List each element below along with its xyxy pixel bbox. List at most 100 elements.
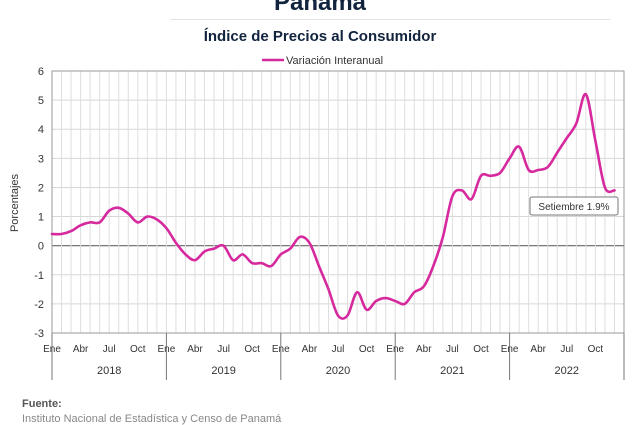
- data-point: [51, 233, 53, 235]
- x-tick-label: Ene: [43, 344, 61, 355]
- y-tick-label: -1: [34, 270, 44, 282]
- data-point: [594, 140, 596, 142]
- x-year-label: 2022: [555, 365, 579, 377]
- data-point: [547, 166, 549, 168]
- x-year-label: 2018: [97, 365, 121, 377]
- data-point: [194, 259, 196, 261]
- series-line-variacion-interanual: [50, 92, 616, 320]
- x-tick-label: Jul: [217, 344, 230, 355]
- data-point: [156, 218, 158, 220]
- x-tick-label: Oct: [359, 344, 375, 355]
- data-point: [604, 186, 606, 188]
- data-point: [575, 122, 577, 124]
- data-point: [299, 236, 301, 238]
- x-tick-label: Abr: [73, 344, 89, 355]
- data-point: [461, 189, 463, 191]
- cpi-line-chart: -3 -2 -1 0 1 2 3 4 5 6 Ene Abr Jul Oct 2018 Ene Abr Jul O…: [9, 55, 625, 380]
- data-point: [327, 288, 329, 290]
- data-point: [337, 314, 339, 316]
- data-point: [137, 221, 139, 223]
- y-tick-label: 4: [38, 124, 44, 136]
- x-tick-label: Oct: [588, 344, 604, 355]
- x-tick-label: Jul: [446, 344, 459, 355]
- y-axis-label: Porcentajes: [9, 173, 21, 232]
- data-point: [165, 227, 167, 229]
- data-point: [480, 175, 482, 177]
- data-point: [537, 169, 539, 171]
- data-point: [89, 221, 91, 223]
- data-point: [528, 169, 530, 171]
- data-point: [556, 151, 558, 153]
- x-tick-label: Ene: [386, 344, 404, 355]
- data-point: [242, 253, 244, 255]
- data-point: [232, 259, 234, 261]
- x-tick-label: Oct: [130, 344, 146, 355]
- source-text: Instituto Nacional de Estadística y Cens…: [22, 413, 282, 425]
- page-title: Panamá: [273, 0, 367, 16]
- data-point: [489, 175, 491, 177]
- x-tick-label: Abr: [302, 344, 318, 355]
- data-point: [413, 291, 415, 293]
- x-tick-label: Oct: [473, 344, 489, 355]
- data-point: [184, 253, 186, 255]
- y-tick-label: 6: [38, 66, 44, 78]
- source-label: Fuente:: [22, 398, 62, 410]
- x-tick-label: Oct: [244, 344, 260, 355]
- data-point: [222, 245, 224, 247]
- data-point: [508, 157, 510, 159]
- data-point: [375, 300, 377, 302]
- data-point: [146, 215, 148, 217]
- x-year-label: 2020: [326, 365, 350, 377]
- data-point: [613, 189, 615, 191]
- data-point: [118, 207, 120, 209]
- data-point: [404, 303, 406, 305]
- x-year-label: 2019: [211, 365, 235, 377]
- data-point: [442, 236, 444, 238]
- data-point: [499, 172, 501, 174]
- annotation-text: Setiembre 1.9%: [538, 202, 609, 213]
- data-point: [318, 265, 320, 267]
- x-tick-label: Jul: [560, 344, 573, 355]
- y-tick-label: -3: [34, 328, 44, 340]
- data-point: [213, 247, 215, 249]
- data-point: [203, 250, 205, 252]
- data-point: [518, 146, 520, 148]
- data-point: [365, 309, 367, 311]
- data-point: [289, 247, 291, 249]
- y-tick-label: 2: [38, 182, 44, 194]
- x-tick-label: Ene: [272, 344, 290, 355]
- x-tick-label: Jul: [103, 344, 116, 355]
- chart-title: Índice de Precios al Consumidor: [203, 28, 437, 45]
- data-point: [70, 230, 72, 232]
- plot-frame: [51, 70, 625, 334]
- annotation-callout: Setiembre 1.9%: [529, 196, 619, 216]
- data-point: [423, 285, 425, 287]
- data-point: [308, 242, 310, 244]
- data-point: [585, 93, 587, 95]
- data-point: [470, 198, 472, 200]
- data-point: [60, 233, 62, 235]
- data-point: [280, 253, 282, 255]
- data-point: [566, 137, 568, 139]
- y-tick-label: 3: [38, 153, 44, 165]
- data-point: [270, 265, 272, 267]
- data-point: [356, 291, 358, 293]
- y-tick-label: 5: [38, 95, 44, 107]
- data-point: [99, 221, 101, 223]
- y-tick-label: -2: [34, 299, 44, 311]
- x-tick-label: Abr: [530, 344, 546, 355]
- x-tick-labels: Ene Abr Jul Oct 2018 Ene Abr Jul Oct 2019 Ene Abr Ju…: [43, 344, 603, 377]
- data-point: [175, 242, 177, 244]
- data-point: [127, 212, 129, 214]
- data-point: [394, 300, 396, 302]
- x-tick-label: Abr: [416, 344, 432, 355]
- data-point: [108, 210, 110, 212]
- data-point: [451, 195, 453, 197]
- y-tick-label: 0: [38, 241, 44, 253]
- data-point: [432, 265, 434, 267]
- annotation-box: [529, 196, 619, 216]
- data-point: [346, 314, 348, 316]
- title-divider: [170, 19, 610, 20]
- data-point: [79, 224, 81, 226]
- data-point: [261, 262, 263, 264]
